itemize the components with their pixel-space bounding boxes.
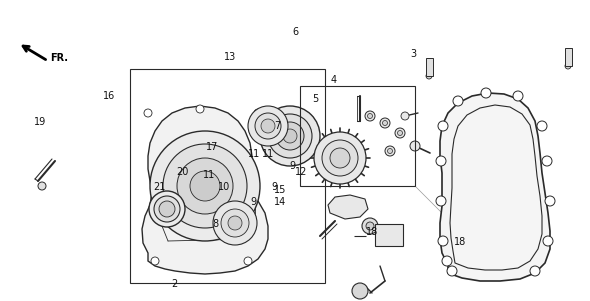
Polygon shape	[328, 195, 368, 219]
Text: 4: 4	[330, 75, 336, 85]
Circle shape	[151, 257, 159, 265]
Circle shape	[545, 196, 555, 206]
Circle shape	[365, 111, 375, 121]
Text: 13: 13	[224, 52, 236, 62]
Circle shape	[261, 119, 275, 133]
Circle shape	[149, 191, 185, 227]
Circle shape	[385, 146, 395, 156]
Circle shape	[382, 120, 388, 126]
Bar	[565, 48, 572, 66]
Circle shape	[322, 140, 358, 176]
Circle shape	[388, 148, 392, 154]
Circle shape	[221, 209, 249, 237]
Text: 8: 8	[212, 219, 218, 229]
Circle shape	[398, 131, 402, 135]
Text: 17: 17	[206, 142, 218, 153]
Text: 5: 5	[313, 94, 319, 104]
Polygon shape	[450, 105, 542, 270]
Circle shape	[276, 122, 304, 150]
Text: 16: 16	[103, 91, 115, 101]
Text: 11: 11	[204, 169, 215, 180]
Text: 9: 9	[251, 197, 257, 207]
Circle shape	[330, 148, 350, 168]
Circle shape	[542, 156, 552, 166]
Circle shape	[314, 132, 366, 184]
Circle shape	[436, 156, 446, 166]
Circle shape	[260, 106, 320, 166]
Circle shape	[177, 158, 233, 214]
Circle shape	[513, 91, 523, 101]
Circle shape	[395, 128, 405, 138]
Polygon shape	[440, 93, 550, 281]
Text: 11: 11	[248, 148, 260, 159]
Text: 9: 9	[289, 160, 295, 171]
Text: 9: 9	[271, 182, 277, 192]
Text: 10: 10	[218, 182, 230, 192]
Text: 20: 20	[177, 166, 189, 177]
Circle shape	[38, 182, 46, 190]
Text: 15: 15	[274, 185, 286, 195]
Circle shape	[438, 121, 448, 131]
Circle shape	[254, 109, 262, 117]
Text: 21: 21	[153, 182, 165, 192]
Circle shape	[150, 131, 260, 241]
Text: 14: 14	[274, 197, 286, 207]
Circle shape	[442, 256, 452, 266]
Text: 7: 7	[274, 121, 280, 132]
Circle shape	[228, 216, 242, 230]
Bar	[300, 86, 415, 186]
Circle shape	[144, 109, 152, 117]
Circle shape	[410, 141, 420, 151]
Circle shape	[537, 121, 547, 131]
Circle shape	[438, 236, 448, 246]
Circle shape	[362, 218, 378, 234]
Text: 2: 2	[171, 279, 177, 290]
Circle shape	[426, 73, 432, 79]
Circle shape	[244, 257, 252, 265]
Circle shape	[159, 201, 175, 217]
Text: 18: 18	[454, 237, 466, 247]
Circle shape	[543, 236, 553, 246]
Text: 19: 19	[34, 117, 46, 127]
Circle shape	[380, 118, 390, 128]
Circle shape	[283, 129, 297, 143]
Circle shape	[565, 63, 571, 69]
Circle shape	[530, 266, 540, 276]
Circle shape	[248, 106, 288, 146]
Circle shape	[352, 283, 368, 299]
Circle shape	[196, 105, 204, 113]
Bar	[375, 224, 403, 246]
Circle shape	[190, 171, 220, 201]
Bar	[426, 58, 433, 76]
Circle shape	[436, 196, 446, 206]
Circle shape	[368, 113, 372, 119]
Circle shape	[154, 196, 180, 222]
Text: 11: 11	[263, 148, 274, 159]
Circle shape	[163, 144, 247, 228]
Circle shape	[268, 114, 312, 158]
Circle shape	[401, 112, 409, 120]
Circle shape	[255, 113, 281, 139]
Text: 6: 6	[292, 26, 298, 37]
Circle shape	[453, 96, 463, 106]
Circle shape	[481, 88, 491, 98]
Bar	[130, 69, 325, 283]
Text: 3: 3	[410, 49, 416, 59]
Text: FR.: FR.	[50, 53, 68, 63]
Text: 12: 12	[295, 166, 307, 177]
Circle shape	[213, 201, 257, 245]
Circle shape	[447, 266, 457, 276]
Polygon shape	[142, 106, 268, 274]
Circle shape	[366, 222, 374, 230]
Text: 18: 18	[366, 227, 378, 237]
